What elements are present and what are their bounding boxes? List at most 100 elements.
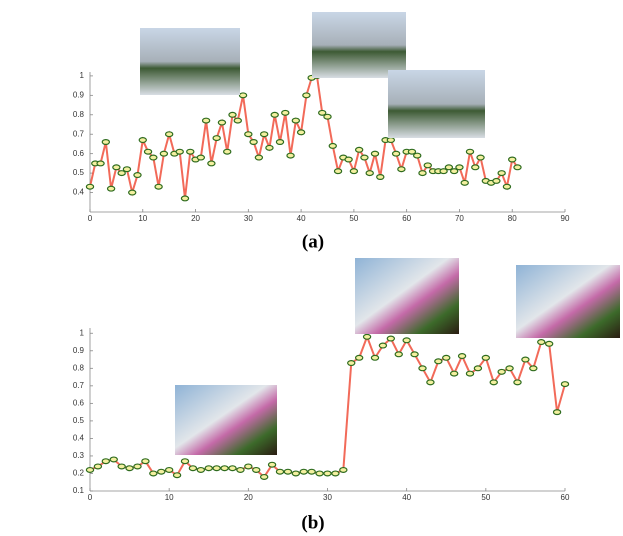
line (90, 337, 565, 477)
marker (316, 471, 323, 476)
y-tick-label: 1 (80, 71, 85, 80)
marker (371, 151, 378, 156)
y-tick-label: 0.5 (73, 416, 85, 425)
marker (332, 471, 339, 476)
y-tick-label: 0.1 (73, 486, 85, 495)
y-tick-label: 0.4 (73, 188, 85, 197)
caption: (a) (302, 231, 324, 252)
x-tick-label: 10 (165, 493, 174, 502)
marker (379, 343, 386, 348)
marker (118, 464, 125, 469)
marker (553, 410, 560, 415)
marker (419, 366, 426, 371)
marker (458, 354, 465, 359)
marker (350, 169, 357, 174)
marker (308, 469, 315, 474)
marker (110, 457, 117, 462)
x-tick-label: 50 (349, 214, 358, 223)
figure: 0.40.50.60.70.80.9101020304050607080900.… (0, 0, 623, 536)
marker (490, 380, 497, 385)
marker (86, 468, 93, 473)
marker (292, 471, 299, 476)
marker (443, 355, 450, 360)
marker (213, 466, 220, 471)
marker (451, 371, 458, 376)
marker (102, 140, 109, 145)
marker (324, 114, 331, 119)
x-tick-label: 80 (508, 214, 517, 223)
x-tick-label: 90 (561, 214, 570, 223)
x-tick-label: 60 (402, 214, 411, 223)
x-tick-label: 30 (244, 214, 253, 223)
marker (255, 155, 262, 160)
marker (329, 143, 336, 148)
marker (129, 190, 136, 195)
marker (366, 171, 373, 176)
x-tick-label: 20 (244, 493, 253, 502)
marker (303, 93, 310, 98)
marker (334, 169, 341, 174)
marker (261, 475, 268, 480)
marker (509, 157, 516, 162)
marker (250, 140, 257, 145)
marker (461, 180, 468, 185)
y-tick-label: 0.4 (73, 434, 85, 443)
y-tick-label: 0.9 (73, 346, 85, 355)
y-tick-label: 0.7 (73, 381, 85, 390)
marker (466, 371, 473, 376)
marker (324, 471, 331, 476)
marker (387, 336, 394, 341)
marker (126, 466, 133, 471)
marker (187, 149, 194, 154)
x-tick-label: 40 (402, 493, 411, 502)
marker (456, 165, 463, 170)
marker (173, 473, 180, 478)
marker (498, 171, 505, 176)
marker (503, 184, 510, 189)
y-tick-label: 1 (80, 328, 85, 337)
marker (218, 120, 225, 125)
marker (160, 151, 167, 156)
marker (213, 136, 220, 141)
marker (203, 118, 210, 123)
marker (155, 184, 162, 189)
marker (271, 112, 278, 117)
y-tick-label: 0.2 (73, 469, 85, 478)
x-tick-label: 0 (88, 493, 93, 502)
marker (237, 468, 244, 473)
y-tick-label: 0.7 (73, 129, 85, 138)
y-tick-label: 0.8 (73, 363, 85, 372)
marker (419, 171, 426, 176)
marker (276, 469, 283, 474)
marker (208, 161, 215, 166)
marker (94, 464, 101, 469)
caption: (b) (301, 512, 324, 533)
marker (123, 167, 130, 172)
marker (292, 118, 299, 123)
marker (538, 340, 545, 345)
marker (139, 138, 146, 143)
marker (276, 140, 283, 145)
photo-insets (140, 12, 620, 455)
y-tick-label: 0.8 (73, 110, 85, 119)
x-tick-label: 40 (297, 214, 306, 223)
marker (142, 459, 149, 464)
y-tick-label: 0.5 (73, 168, 85, 177)
photo (388, 70, 485, 138)
x-tick-label: 0 (88, 214, 93, 223)
marker (340, 468, 347, 473)
marker (197, 155, 204, 160)
marker (427, 380, 434, 385)
marker (435, 359, 442, 364)
photo (175, 385, 277, 455)
marker (498, 369, 505, 374)
marker (363, 334, 370, 339)
marker (102, 459, 109, 464)
marker (395, 352, 402, 357)
marker (561, 382, 568, 387)
marker (134, 173, 141, 178)
marker (266, 145, 273, 150)
marker (287, 153, 294, 158)
marker (86, 184, 93, 189)
marker (108, 186, 115, 191)
